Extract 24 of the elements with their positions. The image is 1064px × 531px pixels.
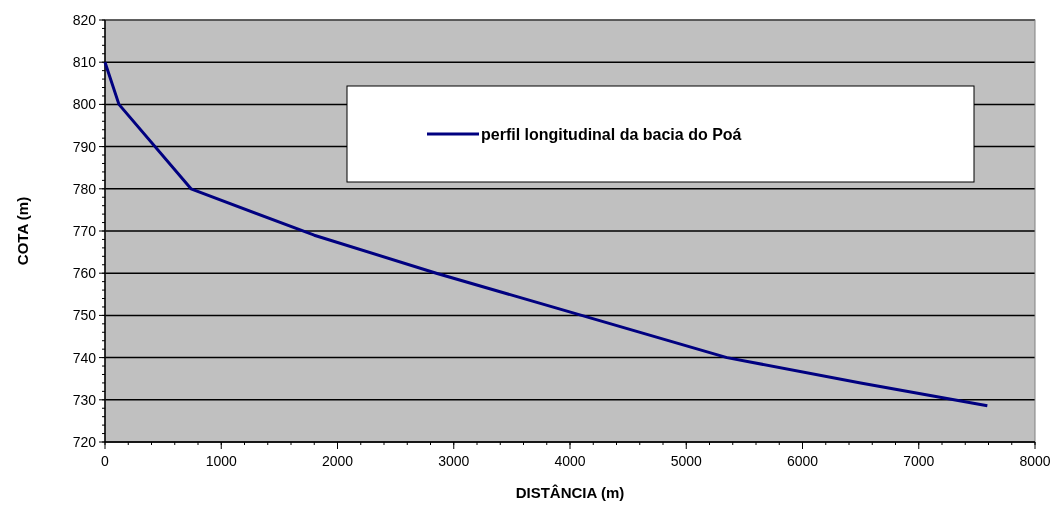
x-tick-label: 0 [101,453,110,469]
y-tick-label: 730 [72,391,97,408]
x-tick-label: 3000 [438,453,470,469]
y-tick-label: 780 [72,180,97,197]
x-tick-label: 6000 [786,453,819,469]
y-tick-label: 760 [72,265,97,282]
x-tick-label: 4000 [554,453,586,469]
y-axis-title: COTA (m) [14,196,31,266]
line-series [103,60,989,408]
y-tick-label: 720 [72,433,97,450]
y-tick-label: 740 [72,349,97,366]
x-tick-label: 2000 [321,453,354,469]
y-tick-label: 750 [72,307,97,324]
y-tick-label: 790 [72,138,97,155]
x-tick-label: 8000 [1019,453,1051,469]
y-tick-label: 800 [72,96,97,113]
x-axis-title: DISTÂNCIA (m) [515,484,625,501]
x-tick-label: 5000 [670,453,703,469]
x-tick-label: 1000 [205,453,238,469]
y-tick-label: 820 [72,11,97,28]
y-tick-label: 810 [72,54,97,71]
x-tick-label: 7000 [903,453,935,469]
legend-label: perfil longitudinal da bacia do Poá [481,125,742,143]
y-tick-label: 770 [72,222,97,239]
